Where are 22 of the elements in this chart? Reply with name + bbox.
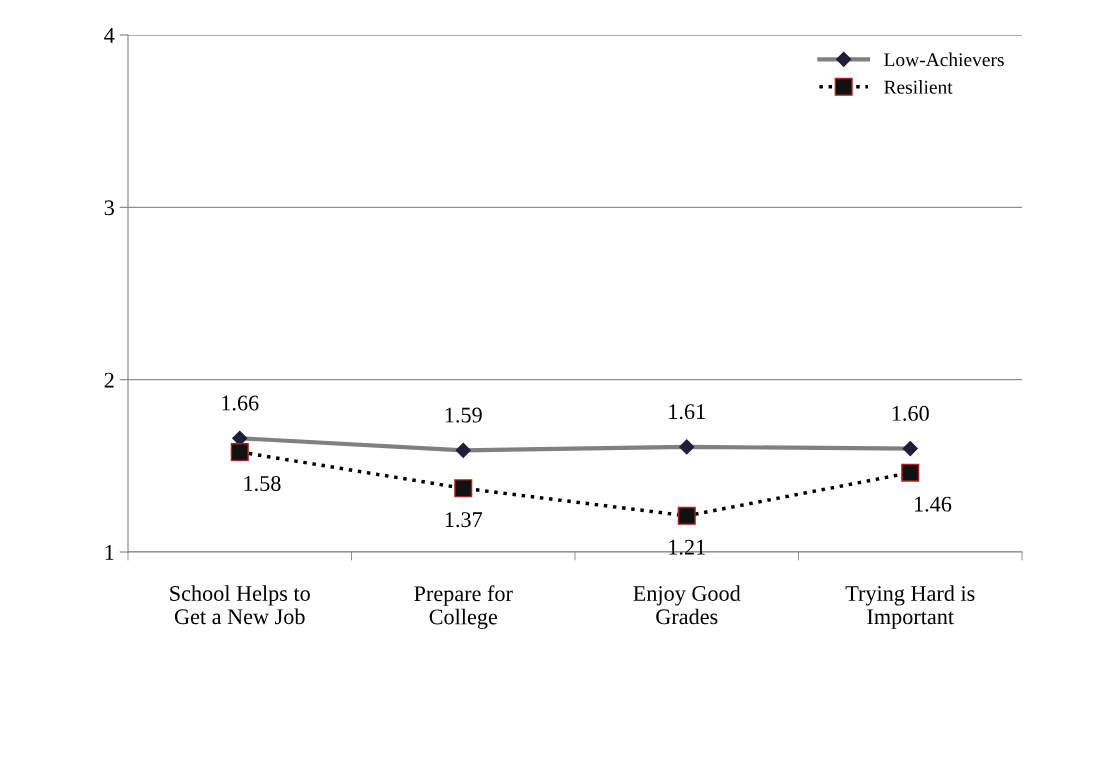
data-label: 1.66	[222, 395, 259, 411]
data-label: 1.61	[669, 404, 705, 420]
data-label: 1.58	[244, 475, 281, 492]
data-label: 1.60	[892, 405, 929, 421]
point	[454, 479, 473, 498]
x-tick-label: Trying Hard is Important	[845, 585, 975, 629]
data-label: 1.59	[445, 407, 482, 423]
data-label: 1.46	[914, 496, 952, 512]
data-label: 1.21	[669, 539, 705, 555]
x-tick-label: Prepare for College	[414, 585, 513, 630]
point	[230, 443, 249, 462]
legend-label: Low-Achievers	[884, 52, 1004, 67]
legend-label: Resilient	[884, 80, 953, 94]
point	[677, 506, 696, 525]
point	[901, 463, 920, 482]
y-tick-label: 1	[105, 545, 114, 560]
x-tick-label: School Helps to Get a New Job	[170, 585, 310, 625]
x-tick-label: Enjoy Good Grades	[633, 585, 741, 625]
y-tick-label: 2	[104, 372, 114, 388]
y-tick-label: 3	[104, 200, 114, 216]
y-tick-label: 4	[104, 28, 115, 43]
data-label: 1.37	[445, 512, 483, 528]
